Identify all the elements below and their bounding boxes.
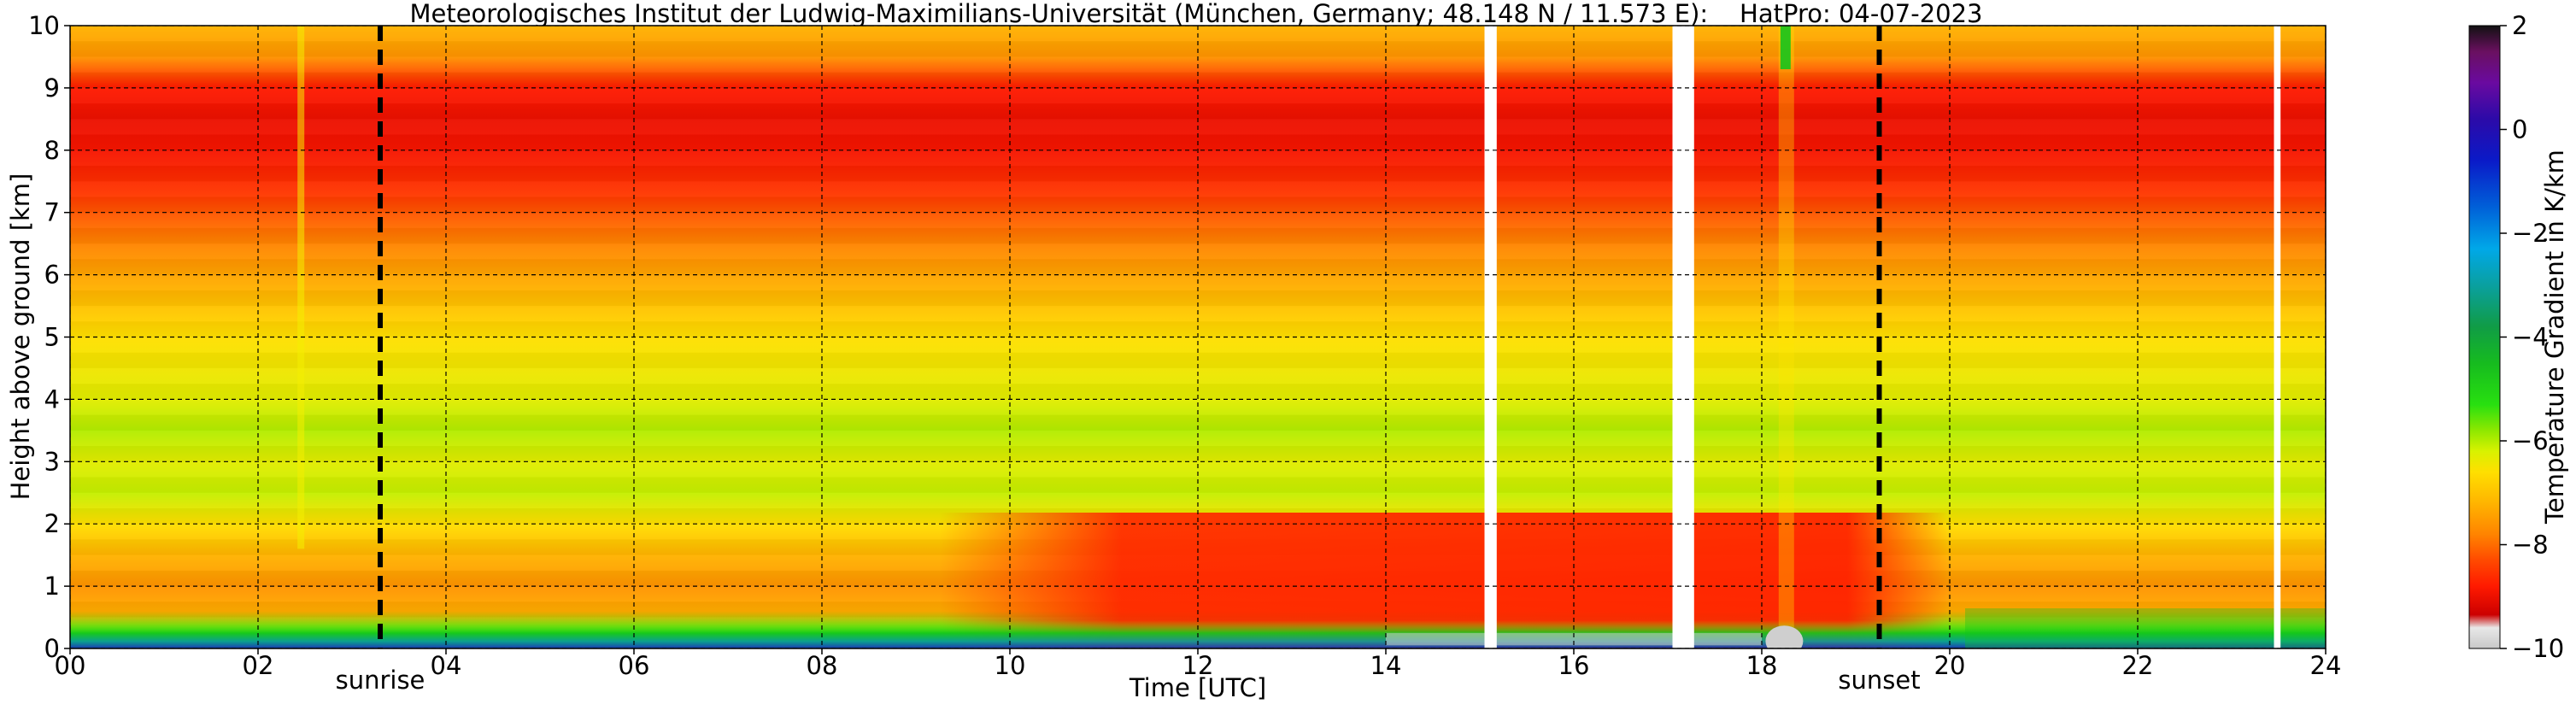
colorbar-label: Temperature Gradient in K/km (2540, 150, 2569, 525)
colorbar-tick-label: −8 (2512, 531, 2549, 560)
y-tick-label: 4 (44, 384, 60, 414)
x-tick-label: 06 (619, 651, 650, 680)
plot-area (70, 26, 2326, 648)
x-tick-label: 24 (2310, 651, 2342, 680)
grid-lines (70, 26, 2326, 648)
chart-title: Meteorologisches Institut der Ludwig-Max… (409, 0, 1982, 28)
y-tick-label: 5 (44, 323, 60, 352)
colorbar-tick-label: 0 (2512, 115, 2527, 144)
x-axis: 00 02 04 06 08 10 12 14 16 18 20 22 24 (55, 648, 2342, 680)
colorbar-ticks: 2 0 −2 −4 −6 −8 −10 (2500, 11, 2564, 663)
y-tick-label: 3 (44, 447, 60, 476)
colorbar-tick-label: 2 (2512, 11, 2527, 40)
convective-streaks (297, 26, 1804, 648)
colorbar-tick-label: −4 (2512, 323, 2549, 352)
x-tick-label: 12 (1182, 651, 1214, 680)
colorbar-tick-label: −6 (2512, 426, 2549, 455)
y-axis-label: Height above ground [km] (6, 173, 35, 501)
x-tick-label: 20 (1934, 651, 1966, 680)
colorbar-tick-label: −2 (2512, 219, 2549, 248)
annotation-lines (378, 26, 1882, 648)
y-tick-label: 8 (44, 136, 60, 165)
x-tick-label: 10 (995, 651, 1026, 680)
sunrise-label: sunrise (336, 666, 425, 695)
x-tick-label: 04 (431, 651, 462, 680)
colorbar-tick-label: −10 (2512, 634, 2564, 663)
evening-surface-layer (1965, 608, 2326, 648)
x-tick-label: 00 (55, 651, 86, 680)
annotation-labels: sunrise sunset (336, 666, 1921, 695)
sunset-label: sunset (1838, 666, 1920, 695)
colorbar: 2 0 −2 −4 −6 −8 −10 Temperature Gradient in K/… (2468, 11, 2569, 663)
y-axis: 0 1 2 3 4 5 6 7 8 9 10 (28, 11, 70, 663)
x-tick-label: 14 (1370, 651, 1402, 680)
x-tick-label: 08 (807, 651, 838, 680)
y-tick-label: 6 (44, 261, 60, 290)
x-tick-label: 16 (1558, 651, 1590, 680)
y-tick-label: 0 (44, 634, 60, 663)
x-tick-label: 02 (243, 651, 274, 680)
y-tick-label: 1 (44, 572, 60, 601)
x-axis-label: Time [UTC] (1129, 673, 1266, 702)
y-tick-label: 9 (44, 73, 60, 103)
y-tick-label: 7 (44, 198, 60, 227)
x-tick-label: 18 (1746, 651, 1778, 680)
colorbar-scale (2468, 25, 2501, 649)
y-tick-label: 10 (28, 11, 60, 40)
x-tick-label: 22 (2122, 651, 2154, 680)
y-tick-label: 2 (44, 509, 60, 538)
